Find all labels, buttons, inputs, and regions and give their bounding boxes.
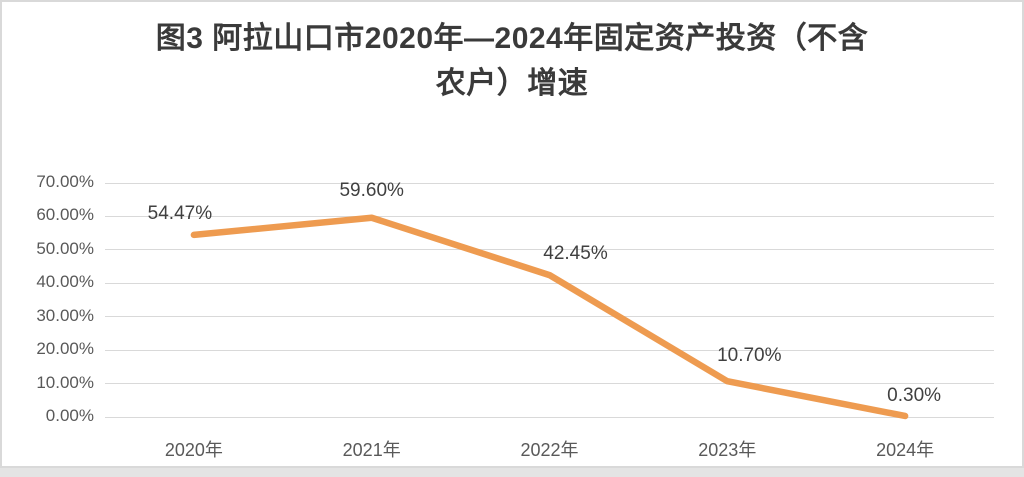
gridline [105, 215, 994, 217]
gridline [105, 349, 994, 351]
y-tick-label: 60.00% [36, 205, 94, 225]
x-tick-label: 2022年 [520, 440, 579, 460]
gridline [105, 316, 994, 318]
gridline [105, 416, 994, 418]
y-tick-label: 0.00% [45, 406, 94, 425]
data-label: 0.30% [887, 384, 942, 406]
chart-title-line-1: 图3 阿拉山口市2020年—2024年固定资产投资（不含 [155, 22, 869, 55]
x-tick-label: 2021年 [342, 440, 401, 460]
x-tick-label: 2023年 [698, 440, 757, 460]
data-label: 10.70% [717, 345, 782, 367]
y-tick-label: 40.00% [36, 272, 94, 292]
page-background-strip [0, 468, 1024, 477]
data-label: 54.47% [147, 202, 213, 224]
plot-area: 70.00% 60.00% 50.00% 40.00% 30.00% 20.00% 10.0… [2, 2, 1022, 466]
data-label: 59.60% [339, 179, 404, 201]
y-tick-label: 30.00% [36, 305, 94, 325]
gridline [105, 383, 994, 385]
y-tick-label: 50.00% [36, 238, 94, 258]
line-series [190, 214, 909, 420]
gridline [105, 282, 994, 284]
y-tick-label: 10.00% [36, 372, 94, 392]
gridline [105, 182, 994, 184]
x-tick-label: 2020年 [164, 440, 223, 460]
data-label: 42.45% [543, 243, 608, 265]
y-tick-label: 20.00% [36, 339, 94, 359]
chart-title: 图3 阿拉山口市2020年—2024年固定资产投资（不含 农户）增速 [2, 16, 1022, 106]
gridline [105, 249, 994, 251]
x-tick-label: 2024年 [876, 440, 935, 460]
chart-title-line-2: 农户）增速 [435, 67, 589, 100]
y-tick-label: 70.00% [36, 172, 94, 191]
